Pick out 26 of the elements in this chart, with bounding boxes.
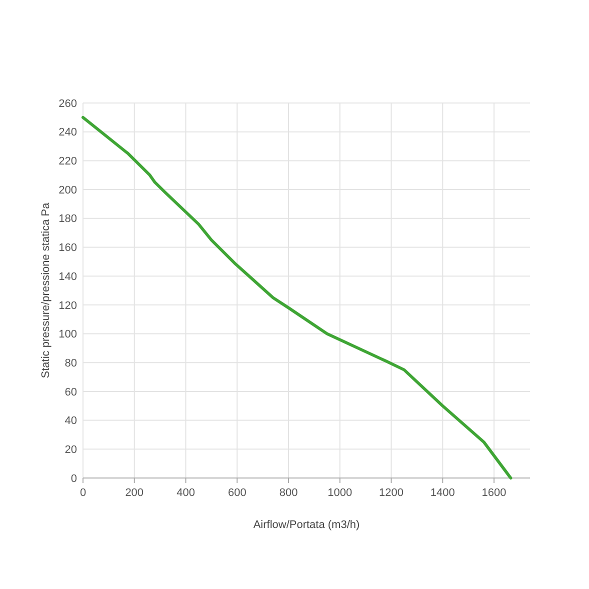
x-tick-label: 1200 <box>379 487 404 499</box>
x-tick-label: 1000 <box>328 487 352 499</box>
y-tick-label: 200 <box>58 184 77 196</box>
x-tick-label: 200 <box>125 487 144 499</box>
y-tick-label: 140 <box>58 270 77 283</box>
line-series <box>82 116 512 480</box>
y-tick-label: 20 <box>64 444 77 456</box>
x-tick-label: 0 <box>80 487 86 499</box>
x-tick-label: 1400 <box>430 487 455 499</box>
y-tick-label: 180 <box>58 213 77 226</box>
y-tick-label: 260 <box>58 98 77 110</box>
y-tick-label: 0 <box>70 472 77 485</box>
y-tick-label: 120 <box>58 300 77 312</box>
x-tick-label: 600 <box>228 487 246 499</box>
y-tick-label: 240 <box>58 126 77 139</box>
y-tick-label: 40 <box>64 415 77 428</box>
x-tick-label: 400 <box>176 487 195 499</box>
y-tick-label: 100 <box>58 328 77 341</box>
y-tick-label: 60 <box>64 386 77 398</box>
y-axis-title: Static pressure/pressione statica Pa <box>40 202 52 378</box>
y-tick-label: 220 <box>58 156 77 168</box>
x-axis-title: Airflow/Portata (m3/h) <box>253 519 360 531</box>
x-tick-label: 800 <box>279 487 298 499</box>
y-tick-label: 80 <box>64 357 77 370</box>
y-tick-label: 160 <box>58 242 77 254</box>
x-tick-label: 1600 <box>482 487 506 499</box>
